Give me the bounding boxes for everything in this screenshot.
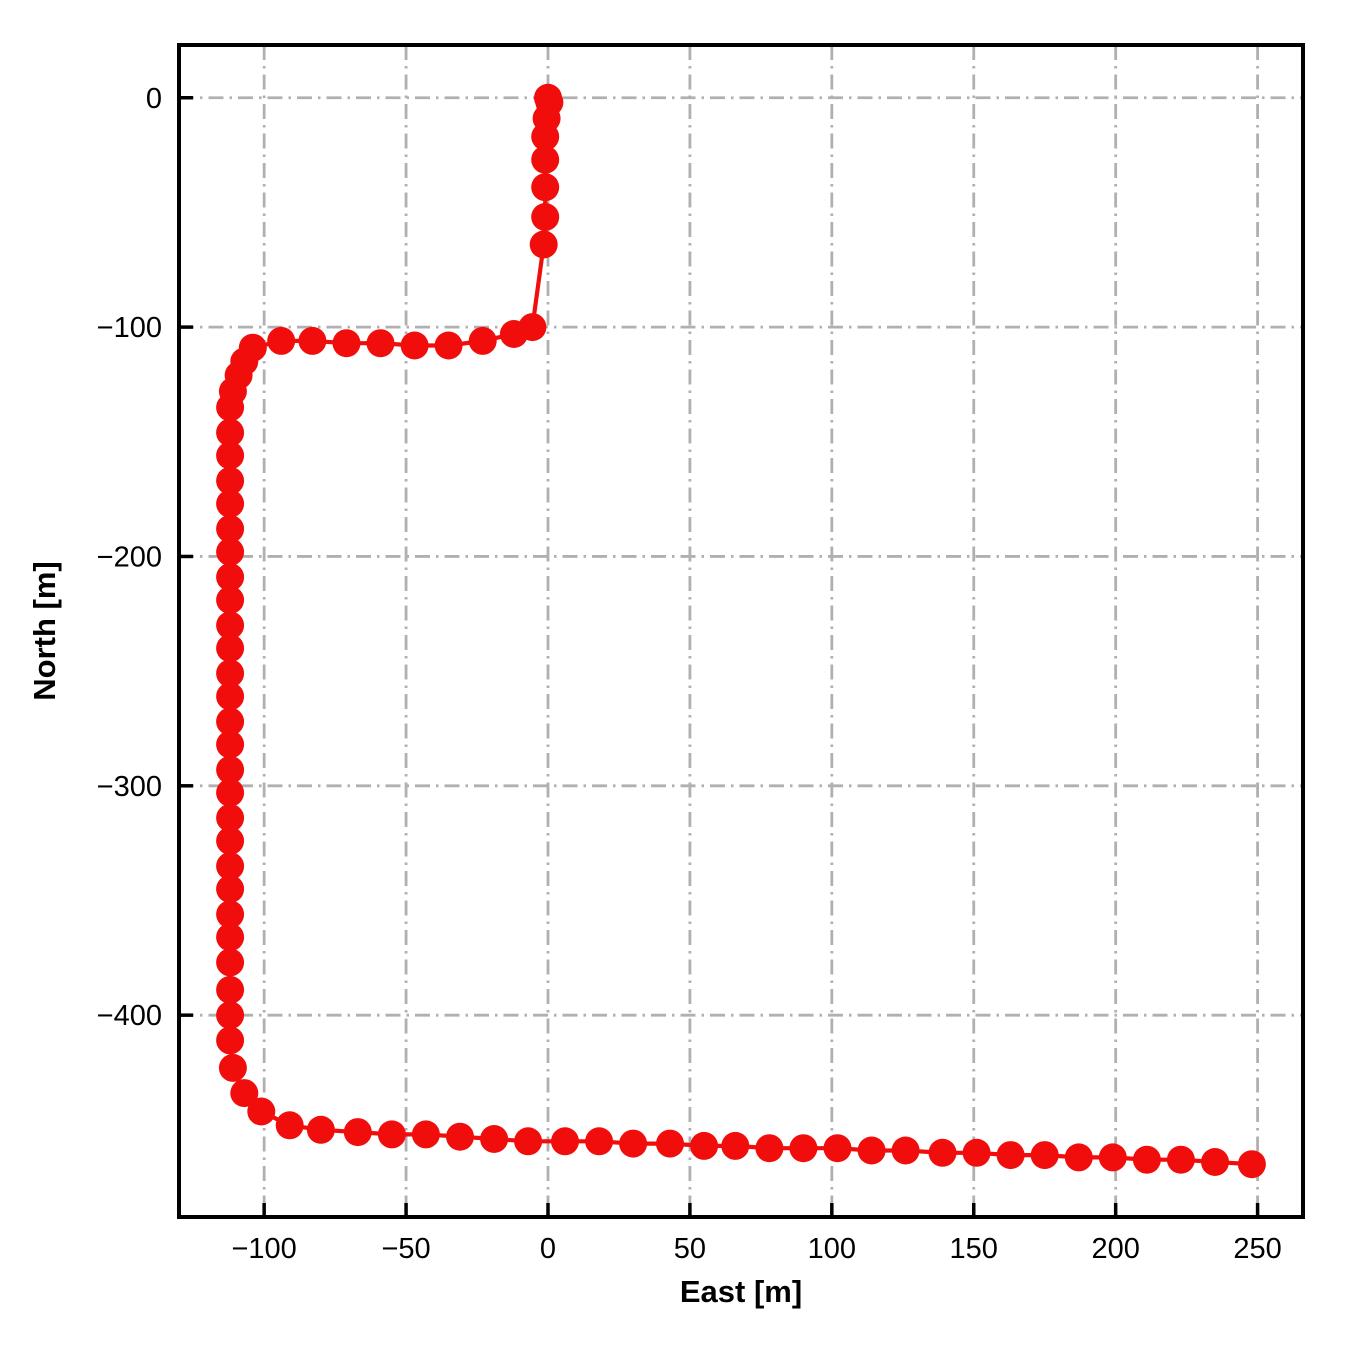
trajectory-point-marker: [216, 1001, 245, 1030]
trajectory-point-marker: [216, 975, 245, 1004]
trajectory-point-marker: [216, 466, 245, 495]
trajectory-point-marker: [216, 393, 245, 422]
trajectory-point-marker: [480, 1125, 509, 1153]
trajectory-point-marker: [267, 326, 296, 355]
trajectory-line: [228, 97, 1253, 1167]
trajectory-point-marker: [366, 329, 395, 358]
x-tick-label: 200: [1091, 1233, 1139, 1265]
trajectory-point-marker: [434, 331, 463, 360]
trajectory-point-marker: [216, 634, 245, 663]
trajectory-point-marker: [216, 537, 245, 566]
trajectory-point-marker: [216, 586, 245, 614]
trajectory-point-marker: [823, 1134, 852, 1163]
trajectory-point-marker: [216, 682, 245, 711]
trajectory-point-marker: [230, 1079, 259, 1108]
trajectory-point-marker: [216, 563, 245, 592]
trajectory-point-marker: [446, 1122, 474, 1151]
axes-frame: [177, 43, 1305, 1219]
trajectory-point-marker: [216, 730, 245, 759]
trajectory-markers: [216, 83, 1266, 1179]
trajectory-point-marker: [656, 1129, 684, 1158]
trajectory-point-marker: [857, 1136, 886, 1165]
trajectory-point-marker: [531, 145, 560, 174]
trajectory-point-marker: [996, 1141, 1025, 1170]
trajectory-point-marker: [721, 1131, 750, 1160]
y-axis-tick-labels: 0 −100 −200 −300 −400: [97, 83, 162, 1032]
y-tick-label: −100: [97, 312, 162, 344]
y-tick-label: 0: [146, 83, 162, 115]
trajectory-point-marker: [306, 1115, 335, 1144]
trajectory-point-marker: [1064, 1143, 1093, 1172]
trajectory-point-marker: [1166, 1145, 1195, 1174]
x-tick-label: 150: [950, 1233, 998, 1265]
trajectory-point-marker: [298, 326, 327, 355]
trajectory-point-marker: [400, 331, 429, 360]
trajectory-point-marker: [531, 122, 560, 151]
trajectory-point-marker: [216, 875, 245, 903]
y-tick-label: −400: [97, 1000, 162, 1032]
trajectory-point-marker: [216, 707, 245, 736]
trajectory-point-marker: [216, 489, 245, 518]
trajectory-point-marker: [216, 1026, 245, 1055]
y-tick-label: −200: [97, 541, 162, 573]
trajectory-point-marker: [411, 1120, 440, 1149]
x-tick-label: 100: [808, 1233, 856, 1265]
trajectory-point-marker: [216, 826, 245, 855]
x-axis-label: East [m]: [680, 1274, 802, 1309]
trajectory-point-marker: [216, 778, 245, 807]
trajectory-point-marker: [216, 923, 245, 952]
trajectory-point-marker: [468, 326, 497, 355]
trajectory-series: [216, 83, 1266, 1179]
trajectory-point-marker: [216, 441, 245, 470]
trajectory-point-marker: [216, 611, 245, 640]
trajectory-point-marker: [928, 1138, 957, 1167]
trajectory-point-marker: [216, 948, 245, 977]
trajectory-point-marker: [962, 1138, 991, 1167]
plot-frame: [177, 43, 1305, 1219]
trajectory-point-marker: [216, 852, 245, 881]
trajectory-point-marker: [585, 1127, 614, 1156]
trajectory-point-marker: [275, 1111, 304, 1140]
trajectory-point-marker: [216, 514, 245, 543]
trajectory-point-marker: [789, 1134, 818, 1163]
trajectory-point-marker: [514, 1127, 543, 1156]
trajectory-point-marker: [1201, 1148, 1229, 1176]
y-tick-label: −300: [97, 771, 162, 803]
trajectory-point-marker: [531, 173, 560, 202]
trajectory-point-marker: [332, 329, 361, 358]
x-tick-label: 250: [1233, 1233, 1281, 1265]
trajectory-point-marker: [247, 1097, 276, 1126]
trajectory-point-marker: [1030, 1141, 1059, 1170]
trajectory-point-marker: [216, 659, 245, 688]
x-axis-tick-labels: −100 −50 0 50 100 150 200 250: [231, 1233, 1281, 1265]
trajectory-point-marker: [619, 1129, 648, 1158]
trajectory-point-marker: [343, 1118, 372, 1147]
trajectory-point-marker: [216, 755, 245, 784]
trajectory-point-marker: [690, 1131, 719, 1160]
x-tick-label: −50: [381, 1233, 430, 1265]
trajectory-point-marker: [755, 1134, 784, 1163]
trajectory-point-marker: [216, 418, 245, 447]
trajectory-point-marker: [216, 900, 245, 929]
trajectory-point-marker: [551, 1127, 579, 1156]
trajectory-point-marker: [529, 230, 558, 259]
x-tick-label: −100: [231, 1233, 296, 1265]
trajectory-point-marker: [377, 1120, 406, 1149]
trajectory-point-marker: [1237, 1150, 1266, 1179]
trajectory-point-marker: [1098, 1143, 1127, 1172]
x-tick-label: 0: [540, 1233, 556, 1265]
trajectory-point-marker: [891, 1136, 920, 1165]
trajectory-point-marker: [1132, 1145, 1161, 1174]
trajectory-point-marker: [499, 320, 528, 348]
grid-lines: [179, 45, 1303, 1217]
trajectory-point-marker: [531, 203, 560, 231]
trajectory-point-marker: [216, 803, 245, 832]
x-tick-label: 50: [674, 1233, 706, 1265]
trajectory-point-marker: [218, 1053, 247, 1082]
y-axis-label: North [m]: [27, 561, 62, 700]
